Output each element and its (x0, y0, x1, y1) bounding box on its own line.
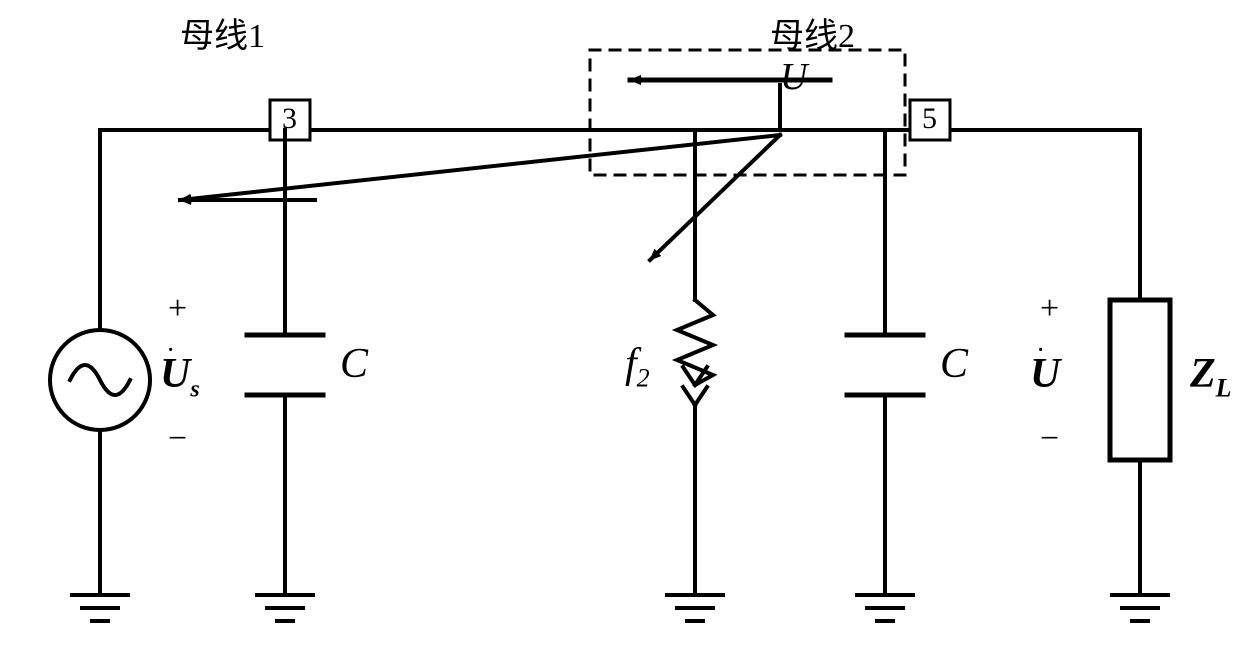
load-minus: − (1040, 420, 1059, 458)
bus2-label: 母线2 (770, 8, 855, 57)
us-label: · Us (160, 350, 200, 403)
box3-label: 3 (282, 102, 297, 136)
source-plus: + (168, 290, 187, 328)
u-load-label: · U (1030, 350, 1060, 398)
load-plus: + (1040, 290, 1059, 328)
zl-label: ZL (1190, 350, 1232, 403)
bus1-label: 母线1 (180, 8, 265, 57)
circuit-diagram: 母线1 母线2 3 5 U + − · Us C C f2 + − · U ZL (0, 0, 1239, 654)
u-arrow-label: U (780, 55, 807, 99)
c-left-label: C (340, 340, 368, 388)
c-right-label: C (940, 340, 968, 388)
box5-label: 5 (922, 102, 937, 136)
f2-label: f2 (625, 340, 650, 393)
source-minus: − (168, 420, 187, 458)
